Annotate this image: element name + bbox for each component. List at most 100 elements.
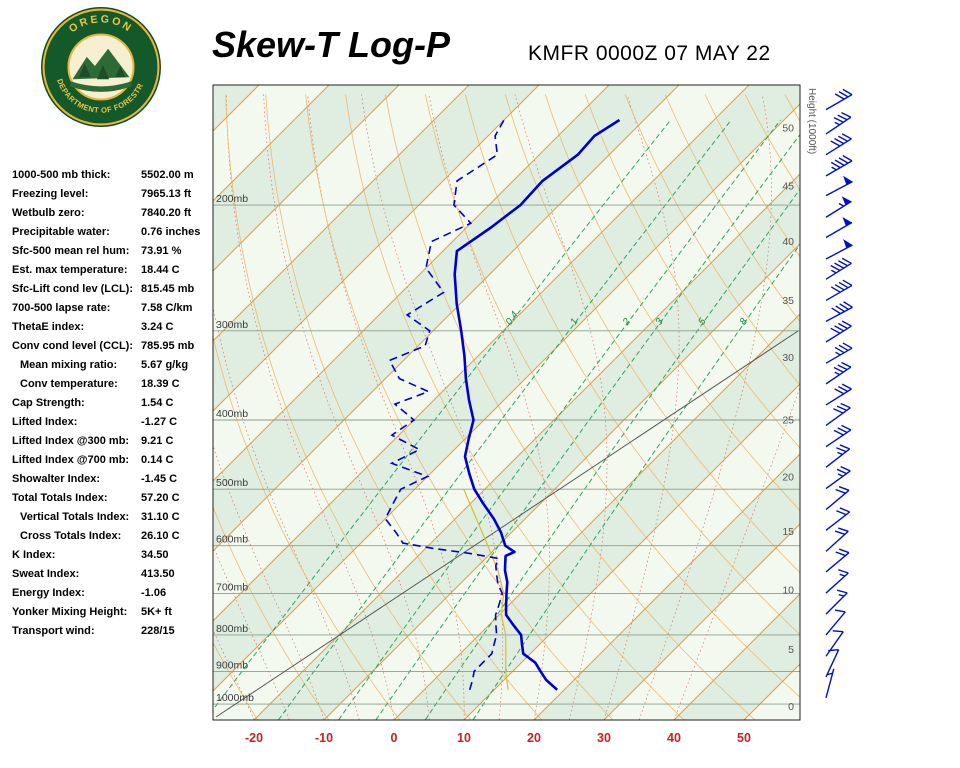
stat-label: K Index: [12, 549, 56, 561]
stat-value: 31.10 C [141, 511, 180, 523]
stat-row: 700-500 lapse rate: 7.58 C/km [12, 299, 217, 318]
stat-value: 785.95 mb [141, 340, 195, 352]
stat-value: 9.21 C [141, 435, 174, 447]
pressure-label: 300mb [216, 319, 248, 331]
pressure-label: 800mb [216, 623, 248, 635]
wind-barb [825, 301, 853, 322]
stat-row: Lifted Index: -1.27 C [12, 413, 217, 432]
height-label: 50 [782, 123, 794, 135]
pressure-gridlines [213, 204, 800, 705]
wind-barb [825, 257, 852, 280]
stat-label: Sfc-Lift cond lev (LCL): [12, 283, 133, 295]
height-label: 30 [782, 352, 794, 364]
stat-label: Showalter Index: [12, 473, 101, 485]
stat-label: Wetbulb zero: [12, 207, 85, 219]
stat-label: ThetaE index: [12, 321, 85, 333]
stat-row: Freezing level: 7965.13 ft [12, 185, 217, 204]
height-label: 25 [782, 415, 794, 427]
pressure-label: 1000mb [216, 692, 254, 704]
stat-value: 26.10 C [141, 530, 180, 542]
stat-row: Wetbulb zero: 7840.20 ft [12, 204, 217, 223]
stat-label: Sweat Index: [12, 568, 80, 580]
stat-row: Cross Totals Index: 26.10 C [12, 527, 217, 546]
temperature-axis-label: 40 [667, 731, 681, 745]
wind-barb [825, 569, 849, 594]
stat-value: -1.27 C [141, 416, 178, 428]
temperature-axis-label: 20 [527, 731, 541, 745]
plot-area [213, 85, 800, 720]
stat-row: Sfc-500 mean rel hum: 73.91 % [12, 242, 217, 261]
pressure-label: 500mb [216, 477, 248, 489]
mixing-ratio-label: 1 [568, 316, 580, 327]
stat-label: Vertical Totals Index: [20, 511, 130, 523]
mixing-ratio-lines [213, 119, 800, 720]
stat-label: Energy Index: [12, 587, 85, 599]
stat-label: Sfc-500 mean rel hum: [12, 245, 130, 257]
stat-label: Yonker Mixing Height: [12, 606, 128, 618]
wind-barb [825, 320, 852, 343]
stat-row: Lifted Index @700 mb: 0.14 C [12, 451, 217, 470]
stat-label: Conv cond level (CCL): [12, 340, 134, 352]
stat-row: Yonker Mixing Height: 5K+ ft [12, 603, 217, 622]
temperature-axis-label: 30 [597, 731, 611, 745]
mixing-ratio-label: 5 [696, 316, 708, 327]
stat-label: 1000-500 mb thick: [12, 169, 111, 181]
stat-value: -1.45 C [141, 473, 178, 485]
wind-barb [825, 279, 853, 302]
stat-row: Sweat Index: 413.50 [12, 565, 217, 584]
stat-value: 5502.00 m [141, 169, 194, 181]
stat-label: Lifted Index: [12, 416, 78, 428]
wind-barb [825, 111, 852, 135]
stat-value: -1.06 [141, 587, 167, 599]
plot-border [212, 84, 801, 721]
stat-value: 1.54 C [141, 397, 174, 409]
height-label: 45 [782, 180, 794, 192]
stat-value: 34.50 [141, 549, 169, 561]
odf-logo: OREGON DEPARTMENT OF FORESTRY [40, 6, 161, 127]
pressure-label: 600mb [216, 534, 248, 546]
height-label: 20 [782, 472, 794, 484]
stat-row: Est. max temperature: 18.44 C [12, 261, 217, 280]
stat-value: 3.24 C [141, 321, 174, 333]
wind-barb [825, 383, 852, 406]
mixing-ratio-label: 3 [654, 316, 666, 327]
temperature-axis-label: -20 [245, 731, 263, 745]
pressure-labels: 200mb 300mb 400mb 500mb 600mb 700mb 800mb 900mb… [216, 193, 254, 704]
height-label: 10 [782, 584, 794, 596]
wind-barb [825, 88, 853, 111]
stat-value: 5K+ ft [141, 606, 172, 618]
temperature-axis-label: 50 [737, 731, 751, 745]
stat-value: 7840.20 ft [141, 207, 192, 219]
stat-row: Cap Strength: 1.54 C [12, 394, 217, 413]
wind-barb [825, 196, 852, 218]
wind-barb [825, 548, 850, 573]
wind-barb [825, 402, 851, 426]
isotherm-lines [213, 85, 800, 720]
logo-ground [70, 81, 132, 92]
stat-row: K Index: 34.50 [12, 546, 217, 565]
stat-value: 7.58 C/km [141, 302, 193, 314]
stat-row: Total Totals Index: 57.20 C [12, 489, 217, 508]
wind-barb [825, 444, 851, 468]
stat-value: 228/15 [141, 625, 175, 637]
stat-label: Freezing level: [12, 188, 89, 200]
wind-barb [825, 239, 853, 260]
stat-row: Lifted Index @300 mb: 9.21 C [12, 432, 217, 451]
stat-value: 5.67 g/kg [141, 359, 189, 371]
stats-panel: 1000-500 mb thick: 5502.00 m Freezing leve… [12, 166, 217, 641]
wetbulb-trace [463, 488, 509, 690]
height-label: 15 [782, 526, 794, 538]
dewpoint-trace [384, 119, 505, 691]
wind-barb [825, 133, 852, 156]
wind-barb [825, 668, 835, 699]
stat-row: Precipitable water: 0.76 inches [12, 223, 217, 242]
stat-row: Transport wind: 228/15 [12, 622, 217, 641]
stat-label: Lifted Index @700 mb: [12, 454, 130, 466]
mixing-ratio-label: 8 [738, 316, 750, 327]
wind-barb [825, 361, 852, 385]
height-labels: 0 5 10 15 20 25 30 35 40 45 50 [782, 123, 794, 713]
wind-barb [825, 589, 848, 615]
stat-value: 0.76 inches [141, 226, 201, 238]
stat-label: Cap Strength: [12, 397, 85, 409]
